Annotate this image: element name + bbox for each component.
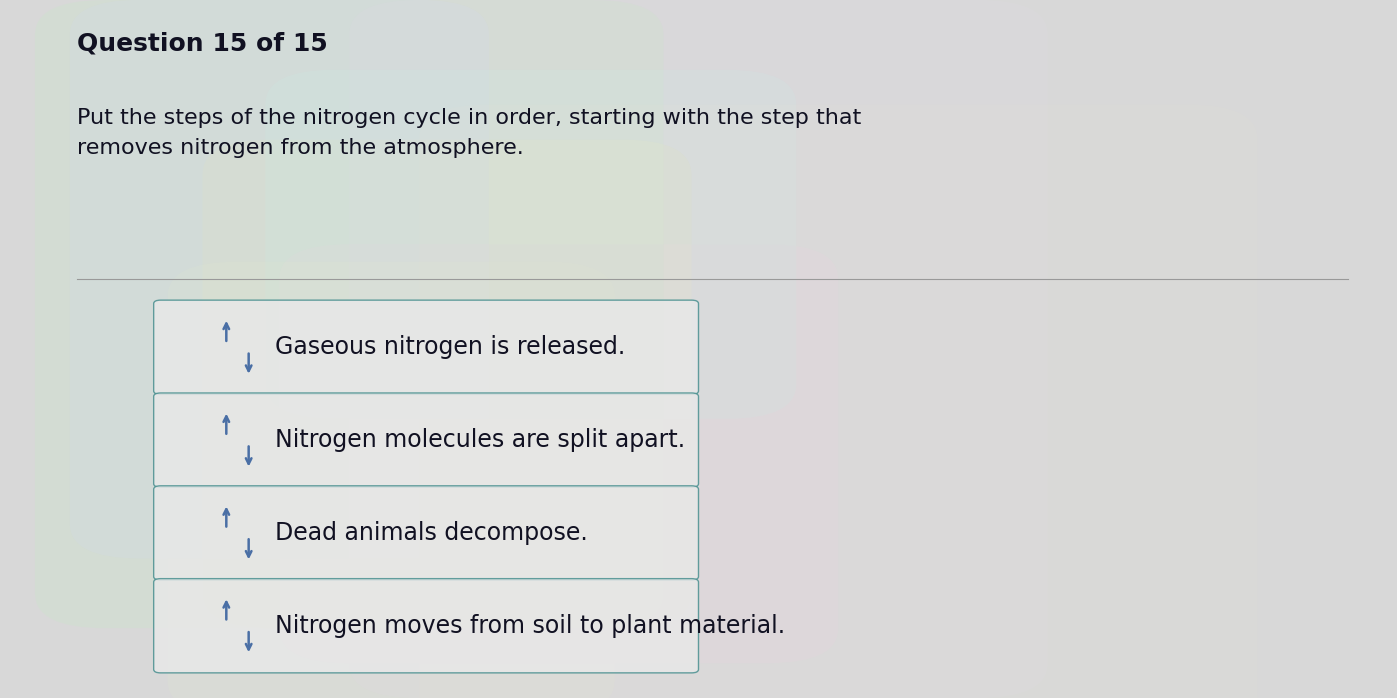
FancyBboxPatch shape — [154, 579, 698, 673]
Text: Nitrogen molecules are split apart.: Nitrogen molecules are split apart. — [275, 428, 686, 452]
FancyBboxPatch shape — [154, 393, 698, 487]
FancyBboxPatch shape — [349, 0, 1048, 698]
Text: Gaseous nitrogen is released.: Gaseous nitrogen is released. — [275, 335, 626, 359]
FancyBboxPatch shape — [279, 244, 838, 663]
FancyBboxPatch shape — [265, 70, 796, 419]
FancyBboxPatch shape — [154, 300, 698, 394]
FancyBboxPatch shape — [35, 0, 664, 628]
FancyBboxPatch shape — [419, 105, 1257, 698]
Text: Put the steps of the nitrogen cycle in order, starting with the step that
remove: Put the steps of the nitrogen cycle in o… — [77, 108, 861, 158]
Text: Nitrogen moves from soil to plant material.: Nitrogen moves from soil to plant materi… — [275, 614, 785, 638]
FancyBboxPatch shape — [203, 140, 692, 628]
Text: Question 15 of 15: Question 15 of 15 — [77, 31, 327, 55]
Text: Dead animals decompose.: Dead animals decompose. — [275, 521, 588, 545]
FancyBboxPatch shape — [168, 262, 615, 698]
FancyBboxPatch shape — [70, 0, 489, 558]
FancyBboxPatch shape — [154, 486, 698, 580]
